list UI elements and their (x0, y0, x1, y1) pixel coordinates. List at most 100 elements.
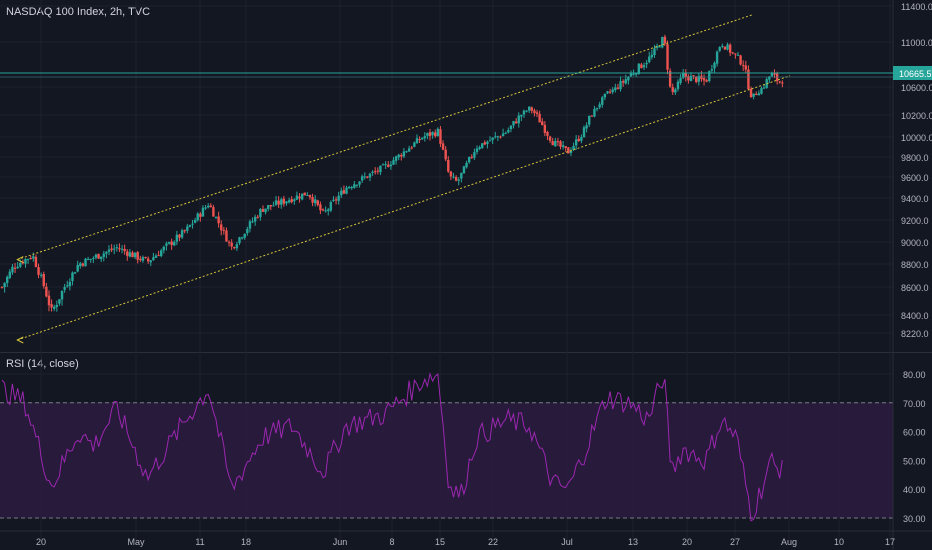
candle-body (196, 213, 199, 221)
candle-body (444, 149, 447, 160)
candle-body (340, 190, 343, 196)
candle-body (120, 248, 124, 250)
candle-body (204, 207, 207, 209)
candle-body (29, 258, 32, 260)
candle-body (60, 290, 64, 300)
candle-body (300, 193, 304, 200)
candle-body (457, 179, 460, 181)
candle-body (157, 255, 160, 257)
candle-body (212, 207, 215, 217)
candle-body (37, 267, 40, 275)
time-tick-label: 22 (488, 537, 498, 547)
time-tick-label: Jul (561, 537, 573, 547)
candle-body (131, 252, 134, 258)
pane-divider[interactable] (0, 352, 932, 353)
candle-body (313, 199, 317, 204)
candle-body (79, 263, 82, 267)
candle-body (371, 171, 374, 173)
candle-body (483, 142, 487, 145)
candle-body (648, 56, 651, 63)
candle-body (527, 106, 531, 111)
candle-body (415, 138, 419, 144)
candle-body (520, 114, 523, 117)
candle-body (679, 78, 682, 83)
rsi-tick-label: 60.00 (903, 428, 926, 438)
candle-body (136, 252, 139, 260)
price-tick-label: 9800.0 (901, 153, 929, 163)
candle-body (248, 221, 252, 229)
candle-body (42, 273, 45, 287)
candle-body (708, 70, 711, 82)
candle-body (394, 156, 398, 161)
candle-body (0, 286, 4, 288)
candle-body (420, 137, 424, 140)
candle-body (97, 253, 100, 259)
candle-body (274, 200, 278, 205)
candle-body (611, 89, 614, 93)
candle-body (68, 281, 72, 287)
candle-body (102, 253, 105, 257)
candle-body (661, 37, 664, 48)
time-tick-label: Jun (333, 537, 348, 547)
candle-body (201, 207, 205, 217)
candle-body (574, 139, 578, 146)
candle-body (603, 93, 607, 98)
candle-body (45, 286, 48, 297)
rsi-tick-label: 40.00 (903, 485, 926, 495)
candle-body (723, 46, 727, 50)
rsi-tick-label: 80.00 (903, 370, 926, 380)
candle-body (366, 176, 369, 178)
rsi-line (1, 372, 783, 522)
candle-body (110, 248, 113, 251)
candle-body (332, 199, 335, 201)
candle-body (407, 148, 411, 152)
candle-body (702, 78, 706, 81)
candle-body (491, 137, 494, 141)
channel-upper (17, 14, 752, 261)
time-tick-label: 10 (834, 537, 844, 547)
candle-body (522, 110, 526, 115)
candle-body (209, 205, 212, 208)
candle-body (84, 258, 87, 267)
candle-body (71, 272, 74, 282)
candle-body (180, 230, 184, 238)
candle-body (376, 170, 380, 172)
candle-body (668, 70, 672, 87)
candle-body (225, 230, 228, 242)
candle-body (32, 256, 35, 259)
time-tick-label: 20 (682, 537, 692, 547)
candle-body (650, 54, 654, 58)
candle-body (261, 209, 265, 212)
candle-body (220, 224, 223, 231)
candle-body (107, 249, 111, 252)
candle-body (447, 159, 450, 172)
time-tick-label: 20 (36, 537, 46, 547)
candle-body (556, 141, 560, 143)
price-tick-label: 11400.0 (901, 2, 932, 12)
candle-body (170, 241, 173, 246)
candle-body (465, 162, 468, 168)
candle-body (353, 184, 356, 188)
candle-body (509, 125, 513, 130)
candle-body (311, 197, 314, 203)
candle-body (63, 286, 66, 290)
candle-body (350, 187, 353, 189)
candle-body (13, 267, 17, 269)
candle-body (718, 47, 721, 51)
candle-body (329, 202, 333, 211)
candle-body (755, 93, 758, 95)
candle-body (55, 304, 59, 308)
candle-body (431, 132, 434, 136)
candle-body (517, 115, 520, 124)
candle-body (363, 176, 366, 178)
candle-body (614, 87, 617, 91)
last-price-label: 10665.5 (899, 69, 932, 79)
candle-body (316, 200, 319, 205)
candle-body (501, 133, 505, 137)
candle-body (478, 147, 481, 149)
candle-body (481, 143, 484, 148)
candle-body (569, 150, 573, 153)
candle-body (355, 184, 359, 186)
candle-body (590, 115, 594, 117)
